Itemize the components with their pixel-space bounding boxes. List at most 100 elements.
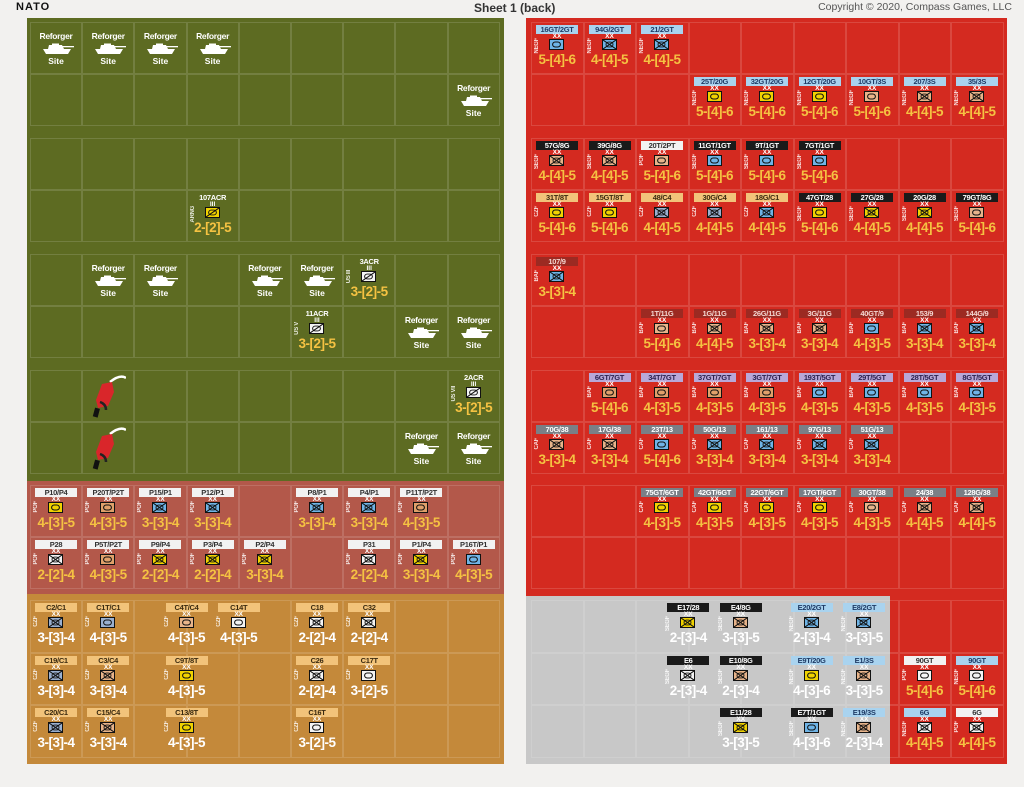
pact-unit-counter[interactable]: 6G XX NEGF 4-[4]-5: [899, 705, 951, 757]
pact-unit-counter[interactable]: 34T/7GT XX BAF 4-[3]-5: [636, 370, 688, 422]
polish-unit-counter[interactable]: P11T/P2T XX POF 4-[3]-5: [395, 485, 447, 537]
nato-unit-counter[interactable]: 2ACR III US VII 3-[2]-5: [448, 370, 500, 422]
reforger-site-marker[interactable]: Reforger Site: [395, 422, 447, 474]
reduced-unit-counter[interactable]: E7T/1GT XX SEGF 4-[3]-6: [786, 705, 838, 757]
pact-unit-counter[interactable]: 153/9 XX BAF 3-[3]-4: [899, 306, 951, 358]
czech-unit-counter[interactable]: C9T/8T XX CZF 4-[3]-5: [161, 653, 213, 705]
pact-unit-counter[interactable]: 9T/1GT XX SEGF 5-[4]-6: [741, 138, 793, 190]
pact-unit-counter[interactable]: 11GT/1GT XX SEGF 5-[4]-6: [689, 138, 741, 190]
pact-unit-counter[interactable]: 32GT/20G XX NEGF 5-[4]-6: [741, 74, 793, 126]
reforger-site-marker[interactable]: Reforger Site: [187, 22, 239, 74]
pact-unit-counter[interactable]: 90GT XX POF 5-[4]-6: [899, 653, 951, 705]
pact-unit-counter[interactable]: 15GT/8T XX CZF 5-[4]-6: [584, 190, 636, 242]
reduced-unit-counter[interactable]: E1/3S XX NEGF 3-[3]-5: [838, 653, 890, 705]
pact-unit-counter[interactable]: 16GT/2GT XX NEGF 5-[4]-6: [531, 22, 583, 74]
pact-unit-counter[interactable]: 10GT/3S XX NEGF 5-[4]-6: [846, 74, 898, 126]
czech-unit-counter[interactable]: C13/8T XX CZF 4-[3]-5: [161, 705, 213, 757]
pact-unit-counter[interactable]: 6GT/7GT XX BAF 5-[4]-6: [584, 370, 636, 422]
reduced-unit-counter[interactable]: E8/2GT XX NEGF 3-[3]-5: [838, 600, 890, 652]
pact-unit-counter[interactable]: 27G/28 XX SEGF 4-[4]-5: [846, 190, 898, 242]
pact-unit-counter[interactable]: 207/3S XX NEGF 4-[4]-5: [899, 74, 951, 126]
reforger-site-marker[interactable]: Reforger Site: [448, 422, 500, 474]
czech-unit-counter[interactable]: C32 XX CZF 2-[2]-4: [343, 600, 395, 652]
pact-unit-counter[interactable]: 12GT/20G XX NEGF 5-[4]-6: [794, 74, 846, 126]
pact-unit-counter[interactable]: 23T/13 XX CAF 5-[4]-6: [636, 422, 688, 474]
reforger-site-marker[interactable]: Reforger Site: [30, 22, 82, 74]
pact-unit-counter[interactable]: 30GT/38 XX CAF 4-[3]-5: [846, 485, 898, 537]
pact-unit-counter[interactable]: 31T/8T XX CZF 5-[4]-6: [531, 190, 583, 242]
pact-unit-counter[interactable]: 37GT/7GT XX BAF 4-[3]-5: [689, 370, 741, 422]
reduced-unit-counter[interactable]: E4/8G XX SEGF 3-[3]-5: [715, 600, 767, 652]
polish-unit-counter[interactable]: P9/P4 XX POF 2-[2]-4: [134, 537, 186, 589]
pact-unit-counter[interactable]: 3G/11G XX BAF 3-[3]-4: [794, 306, 846, 358]
pact-unit-counter[interactable]: 51G/13 XX CAF 3-[3]-4: [846, 422, 898, 474]
pact-unit-counter[interactable]: 90GT XX NEGF 5-[4]-6: [951, 653, 1003, 705]
pact-unit-counter[interactable]: 8GT/5GT XX BAF 4-[3]-5: [951, 370, 1003, 422]
polish-unit-counter[interactable]: P28 XX POF 2-[2]-4: [30, 537, 82, 589]
polish-unit-counter[interactable]: P15/P1 XX POF 3-[3]-4: [134, 485, 186, 537]
reduced-unit-counter[interactable]: E11/28 XX SEGF 3-[3]-5: [715, 705, 767, 757]
czech-unit-counter[interactable]: C26 XX CZF 2-[2]-4: [291, 653, 343, 705]
pact-unit-counter[interactable]: 50G/13 XX CAF 3-[3]-4: [689, 422, 741, 474]
pact-unit-counter[interactable]: 6G XX POF 4-[4]-5: [951, 705, 1003, 757]
pact-unit-counter[interactable]: 7GT/1GT XX SEGF 5-[4]-6: [794, 138, 846, 190]
polish-unit-counter[interactable]: P5T/P2T XX POF 4-[3]-5: [82, 537, 134, 589]
pact-unit-counter[interactable]: 161/13 XX CAF 3-[3]-4: [741, 422, 793, 474]
pact-unit-counter[interactable]: 28T/5GT XX BAF 4-[3]-5: [899, 370, 951, 422]
pact-unit-counter[interactable]: 193T/5GT XX BAF 4-[3]-5: [794, 370, 846, 422]
pact-unit-counter[interactable]: 26G/11G XX BAF 3-[3]-4: [741, 306, 793, 358]
pact-unit-counter[interactable]: 24/38 XX CAF 4-[4]-5: [899, 485, 951, 537]
reforger-site-marker[interactable]: Reforger Site: [239, 254, 291, 306]
reforger-site-marker[interactable]: Reforger Site: [291, 254, 343, 306]
pact-unit-counter[interactable]: 30G/C4 XX CZF 4-[4]-5: [689, 190, 741, 242]
pact-unit-counter[interactable]: 128G/38 XX CAF 4-[4]-5: [951, 485, 1003, 537]
czech-unit-counter[interactable]: C15/C4 XX CZF 3-[3]-4: [82, 705, 134, 757]
polish-unit-counter[interactable]: P1/P4 XX POF 3-[3]-4: [395, 537, 447, 589]
pact-unit-counter[interactable]: 79GT/8G XX SEGF 5-[4]-6: [951, 190, 1003, 242]
polish-unit-counter[interactable]: P16T/P1 XX POF 4-[3]-5: [448, 537, 500, 589]
czech-unit-counter[interactable]: C16T XX CZF 3-[2]-5: [291, 705, 343, 757]
nato-unit-counter[interactable]: 107ACR III ARNG 2-[2]-5: [187, 190, 239, 242]
pact-unit-counter[interactable]: 97G/13 XX CAF 3-[3]-4: [794, 422, 846, 474]
pact-unit-counter[interactable]: 35/3S XX NEGF 4-[4]-5: [951, 74, 1003, 126]
czech-unit-counter[interactable]: C3/C4 XX CZF 3-[3]-4: [82, 653, 134, 705]
pact-unit-counter[interactable]: 144G/9 XX BAF 3-[3]-4: [951, 306, 1003, 358]
pact-unit-counter[interactable]: 25T/20G XX NEGF 5-[4]-6: [689, 74, 741, 126]
pact-unit-counter[interactable]: 40GT/9 XX BAF 4-[3]-5: [846, 306, 898, 358]
polish-unit-counter[interactable]: P3/P4 XX POF 2-[2]-4: [187, 537, 239, 589]
reforger-site-marker[interactable]: Reforger Site: [448, 306, 500, 358]
pact-unit-counter[interactable]: 47GT/28 XX SEGF 5-[4]-6: [794, 190, 846, 242]
pact-unit-counter[interactable]: 48/C4 XX CZF 4-[4]-5: [636, 190, 688, 242]
polish-unit-counter[interactable]: P8/P1 XX POF 3-[3]-4: [291, 485, 343, 537]
czech-unit-counter[interactable]: C4T/C4 XX CZF 4-[3]-5: [161, 600, 213, 652]
czech-unit-counter[interactable]: C19/C1 XX CZF 3-[3]-4: [30, 653, 82, 705]
pact-unit-counter[interactable]: 29T/5GT XX BAF 4-[3]-5: [846, 370, 898, 422]
pact-unit-counter[interactable]: 18G/C1 XX CZF 4-[4]-5: [741, 190, 793, 242]
reforger-site-marker[interactable]: Reforger Site: [134, 254, 186, 306]
pact-unit-counter[interactable]: 75GT/6GT XX CAF 4-[3]-5: [636, 485, 688, 537]
fuel-pump-icon[interactable]: [82, 370, 134, 422]
reduced-unit-counter[interactable]: E20/2GT XX NEGF 2-[3]-4: [786, 600, 838, 652]
pact-unit-counter[interactable]: 20T/2PT XX POF 5-[4]-6: [636, 138, 688, 190]
czech-unit-counter[interactable]: C17T XX CZF 3-[2]-5: [343, 653, 395, 705]
nato-unit-counter[interactable]: 11ACR III US V 3-[2]-5: [291, 306, 343, 358]
reduced-unit-counter[interactable]: E6 XX SEGF 2-[3]-4: [662, 653, 714, 705]
czech-unit-counter[interactable]: C20/C1 XX CZF 3-[3]-4: [30, 705, 82, 757]
reforger-site-marker[interactable]: Reforger Site: [82, 254, 134, 306]
reduced-unit-counter[interactable]: E19/3S XX NEGF 2-[3]-4: [838, 705, 890, 757]
reduced-unit-counter[interactable]: E17/28 XX SEGF 2-[3]-4: [662, 600, 714, 652]
pact-unit-counter[interactable]: 1G/11G XX BAF 4-[4]-5: [689, 306, 741, 358]
polish-unit-counter[interactable]: P31 XX POF 2-[2]-4: [343, 537, 395, 589]
pact-unit-counter[interactable]: 107/9 XX BAF 3-[3]-4: [531, 254, 583, 306]
reforger-site-marker[interactable]: Reforger Site: [134, 22, 186, 74]
polish-unit-counter[interactable]: P20T/P2T XX POF 4-[3]-5: [82, 485, 134, 537]
reforger-site-marker[interactable]: Reforger Site: [395, 306, 447, 358]
pact-unit-counter[interactable]: 20G/28 XX SEGF 4-[4]-5: [899, 190, 951, 242]
pact-unit-counter[interactable]: 21/2GT XX NEGF 4-[4]-5: [636, 22, 688, 74]
pact-unit-counter[interactable]: 94G/2GT XX NEGF 4-[4]-5: [584, 22, 636, 74]
nato-unit-counter[interactable]: 3ACR III US III 3-[2]-5: [343, 254, 395, 306]
pact-unit-counter[interactable]: 39G/8G XX SEGF 4-[4]-5: [584, 138, 636, 190]
pact-unit-counter[interactable]: 17GT/6GT XX CAF 4-[3]-5: [794, 485, 846, 537]
reduced-unit-counter[interactable]: E9T/20G XX NEGF 4-[3]-6: [786, 653, 838, 705]
fuel-pump-icon[interactable]: [82, 422, 134, 474]
